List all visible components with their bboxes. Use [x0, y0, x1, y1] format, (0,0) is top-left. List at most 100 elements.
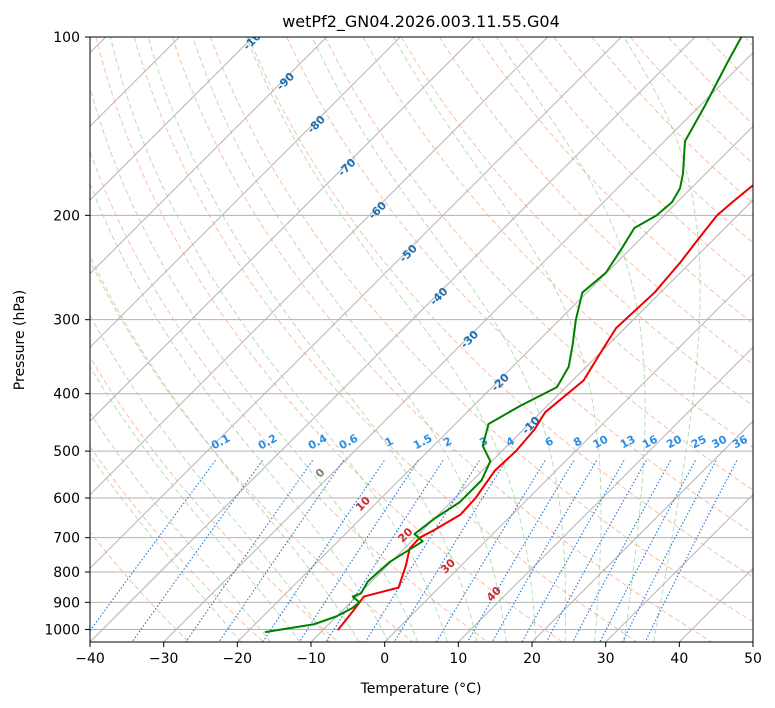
dry-adiabat-line [629, 37, 753, 165]
mixing-ratio-label: 36 [730, 433, 750, 452]
background-lines [90, 37, 753, 642]
isotherm-line [90, 37, 328, 275]
x-tick-label: −40 [75, 651, 105, 667]
x-tick-label: 50 [744, 651, 762, 667]
dry-adiabat-line [90, 445, 264, 642]
mixing-ratio-line [491, 460, 598, 642]
isotherm-line [236, 125, 753, 642]
moist-adiabat-line [311, 37, 567, 642]
dry-adiabat-label: -100 [241, 24, 270, 53]
dry-adiabat-line [95, 37, 563, 642]
moist-adiabat-line [90, 85, 419, 642]
mixing-ratio-label: 30 [710, 433, 730, 452]
moist-adiabat-line [90, 314, 330, 642]
isotherm-line [163, 51, 753, 642]
dry-adiabat-label: -80 [305, 113, 328, 136]
dry-adiabat-line [668, 37, 753, 125]
dry-adiabat-line [286, 37, 753, 534]
mixing-ratio-line [131, 460, 263, 642]
y-tick-label: 200 [53, 208, 80, 224]
mixing-ratio-line [325, 460, 444, 642]
mixing-ratio-label: 0.4 [306, 432, 330, 453]
mixing-ratio-line [298, 460, 419, 642]
dry-adiabat-label: -20 [489, 371, 512, 394]
chart-title: wetPf2_GN04.2026.003.11.55.G04 [282, 12, 560, 32]
isotherm-line [90, 37, 254, 201]
mixing-ratio-line [435, 460, 546, 642]
mixing-ratio-label: 10 [591, 432, 611, 451]
x-tick-label: 20 [523, 651, 541, 667]
moist-adiabat-line [496, 37, 646, 642]
moist-adiabat-label: 10 [353, 494, 373, 514]
dry-adiabat-label: -60 [366, 199, 389, 222]
dry-adiabat-label: -40 [427, 285, 450, 308]
dry-adiabat-line [744, 37, 753, 47]
mixing-ratio-line [90, 460, 216, 632]
mixing-ratio-line [521, 460, 625, 642]
y-tick-label: 700 [53, 531, 80, 547]
dry-adiabat-line [400, 37, 753, 407]
y-tick-label: 1000 [44, 622, 80, 638]
dry-adiabat-line [210, 37, 753, 623]
mixing-ratio-line [545, 460, 647, 642]
dry-adiabat-label: -50 [397, 242, 420, 265]
mixing-ratio-line [644, 460, 738, 642]
mixing-ratio-label: 2 [441, 434, 454, 449]
line-labels: 0.1 0.2 0.4 0.6 1 1.5 2 3 4 6 8 10 13 16 20 25 30 36-100-… [209, 24, 750, 604]
dry-adiabat-line [324, 37, 753, 491]
mixing-ratio-label: 6 [543, 434, 556, 449]
dry-adiabat-line [171, 37, 712, 642]
moist-adiabat-line [147, 37, 478, 642]
dry-adiabat-line [133, 37, 638, 642]
dry-adiabat-line [248, 37, 753, 578]
moist-adiabat-label: 0 [313, 466, 328, 481]
dry-adiabat-line [90, 150, 488, 642]
mixing-ratio-label: 0.1 [209, 432, 232, 453]
mixing-ratio-line [621, 460, 717, 642]
mixing-ratio-label: 1.5 [411, 432, 434, 453]
dry-adiabat-line [90, 356, 339, 642]
mixing-ratio-label: 1 [383, 434, 396, 449]
dry-adiabat-line [591, 37, 753, 204]
isotherm-line [457, 346, 753, 642]
isotherm-line [90, 37, 475, 422]
y-tick-label: 100 [53, 30, 80, 46]
moist-adiabat-line [109, 37, 448, 642]
x-tick-label: 10 [449, 651, 467, 667]
x-axis-ticks: −40 −30 −20 −10 0 10 20 30 40 50 [75, 642, 762, 667]
dewpoint-line [264, 37, 743, 634]
dry-adiabat-line [477, 37, 753, 325]
isotherm-line [90, 37, 401, 349]
isotherm-line [752, 641, 753, 642]
mixing-ratio-line [262, 460, 385, 642]
mixing-ratio-label: 16 [640, 433, 660, 452]
mixing-ratio-label: 13 [618, 433, 638, 452]
moist-adiabat-line [246, 37, 537, 642]
mixing-ratio-line [599, 460, 696, 642]
y-tick-label: 800 [53, 565, 80, 581]
isotherm-line [90, 37, 696, 642]
y-tick-label: 900 [53, 595, 80, 611]
dry-adiabat-line [553, 37, 753, 244]
moist-adiabat-label: 30 [438, 556, 458, 576]
y-axis-ticks: 100 200 300 400 500 600 700 800 900 1000 [44, 30, 90, 638]
dry-adiabat-line [362, 37, 753, 449]
moist-adiabat-line [90, 411, 271, 642]
x-tick-label: 0 [380, 651, 389, 667]
x-tick-label: −30 [149, 651, 179, 667]
moist-adiabat-line [393, 37, 602, 642]
mixing-ratio-label: 20 [664, 432, 684, 451]
mixing-ratio-line [572, 460, 672, 642]
mixing-ratio-line [364, 460, 480, 642]
isotherm-line [531, 420, 753, 642]
dry-adiabat-label: -90 [274, 70, 297, 93]
isotherm-line [605, 493, 753, 642]
mixing-ratio-line [467, 460, 575, 642]
moist-adiabat-line [90, 182, 389, 642]
x-tick-label: −20 [223, 651, 253, 667]
dry-adiabat-line [515, 37, 753, 284]
mixing-ratio-label: 8 [571, 434, 584, 449]
x-tick-label: 40 [670, 651, 688, 667]
plot-frame [89, 36, 754, 643]
